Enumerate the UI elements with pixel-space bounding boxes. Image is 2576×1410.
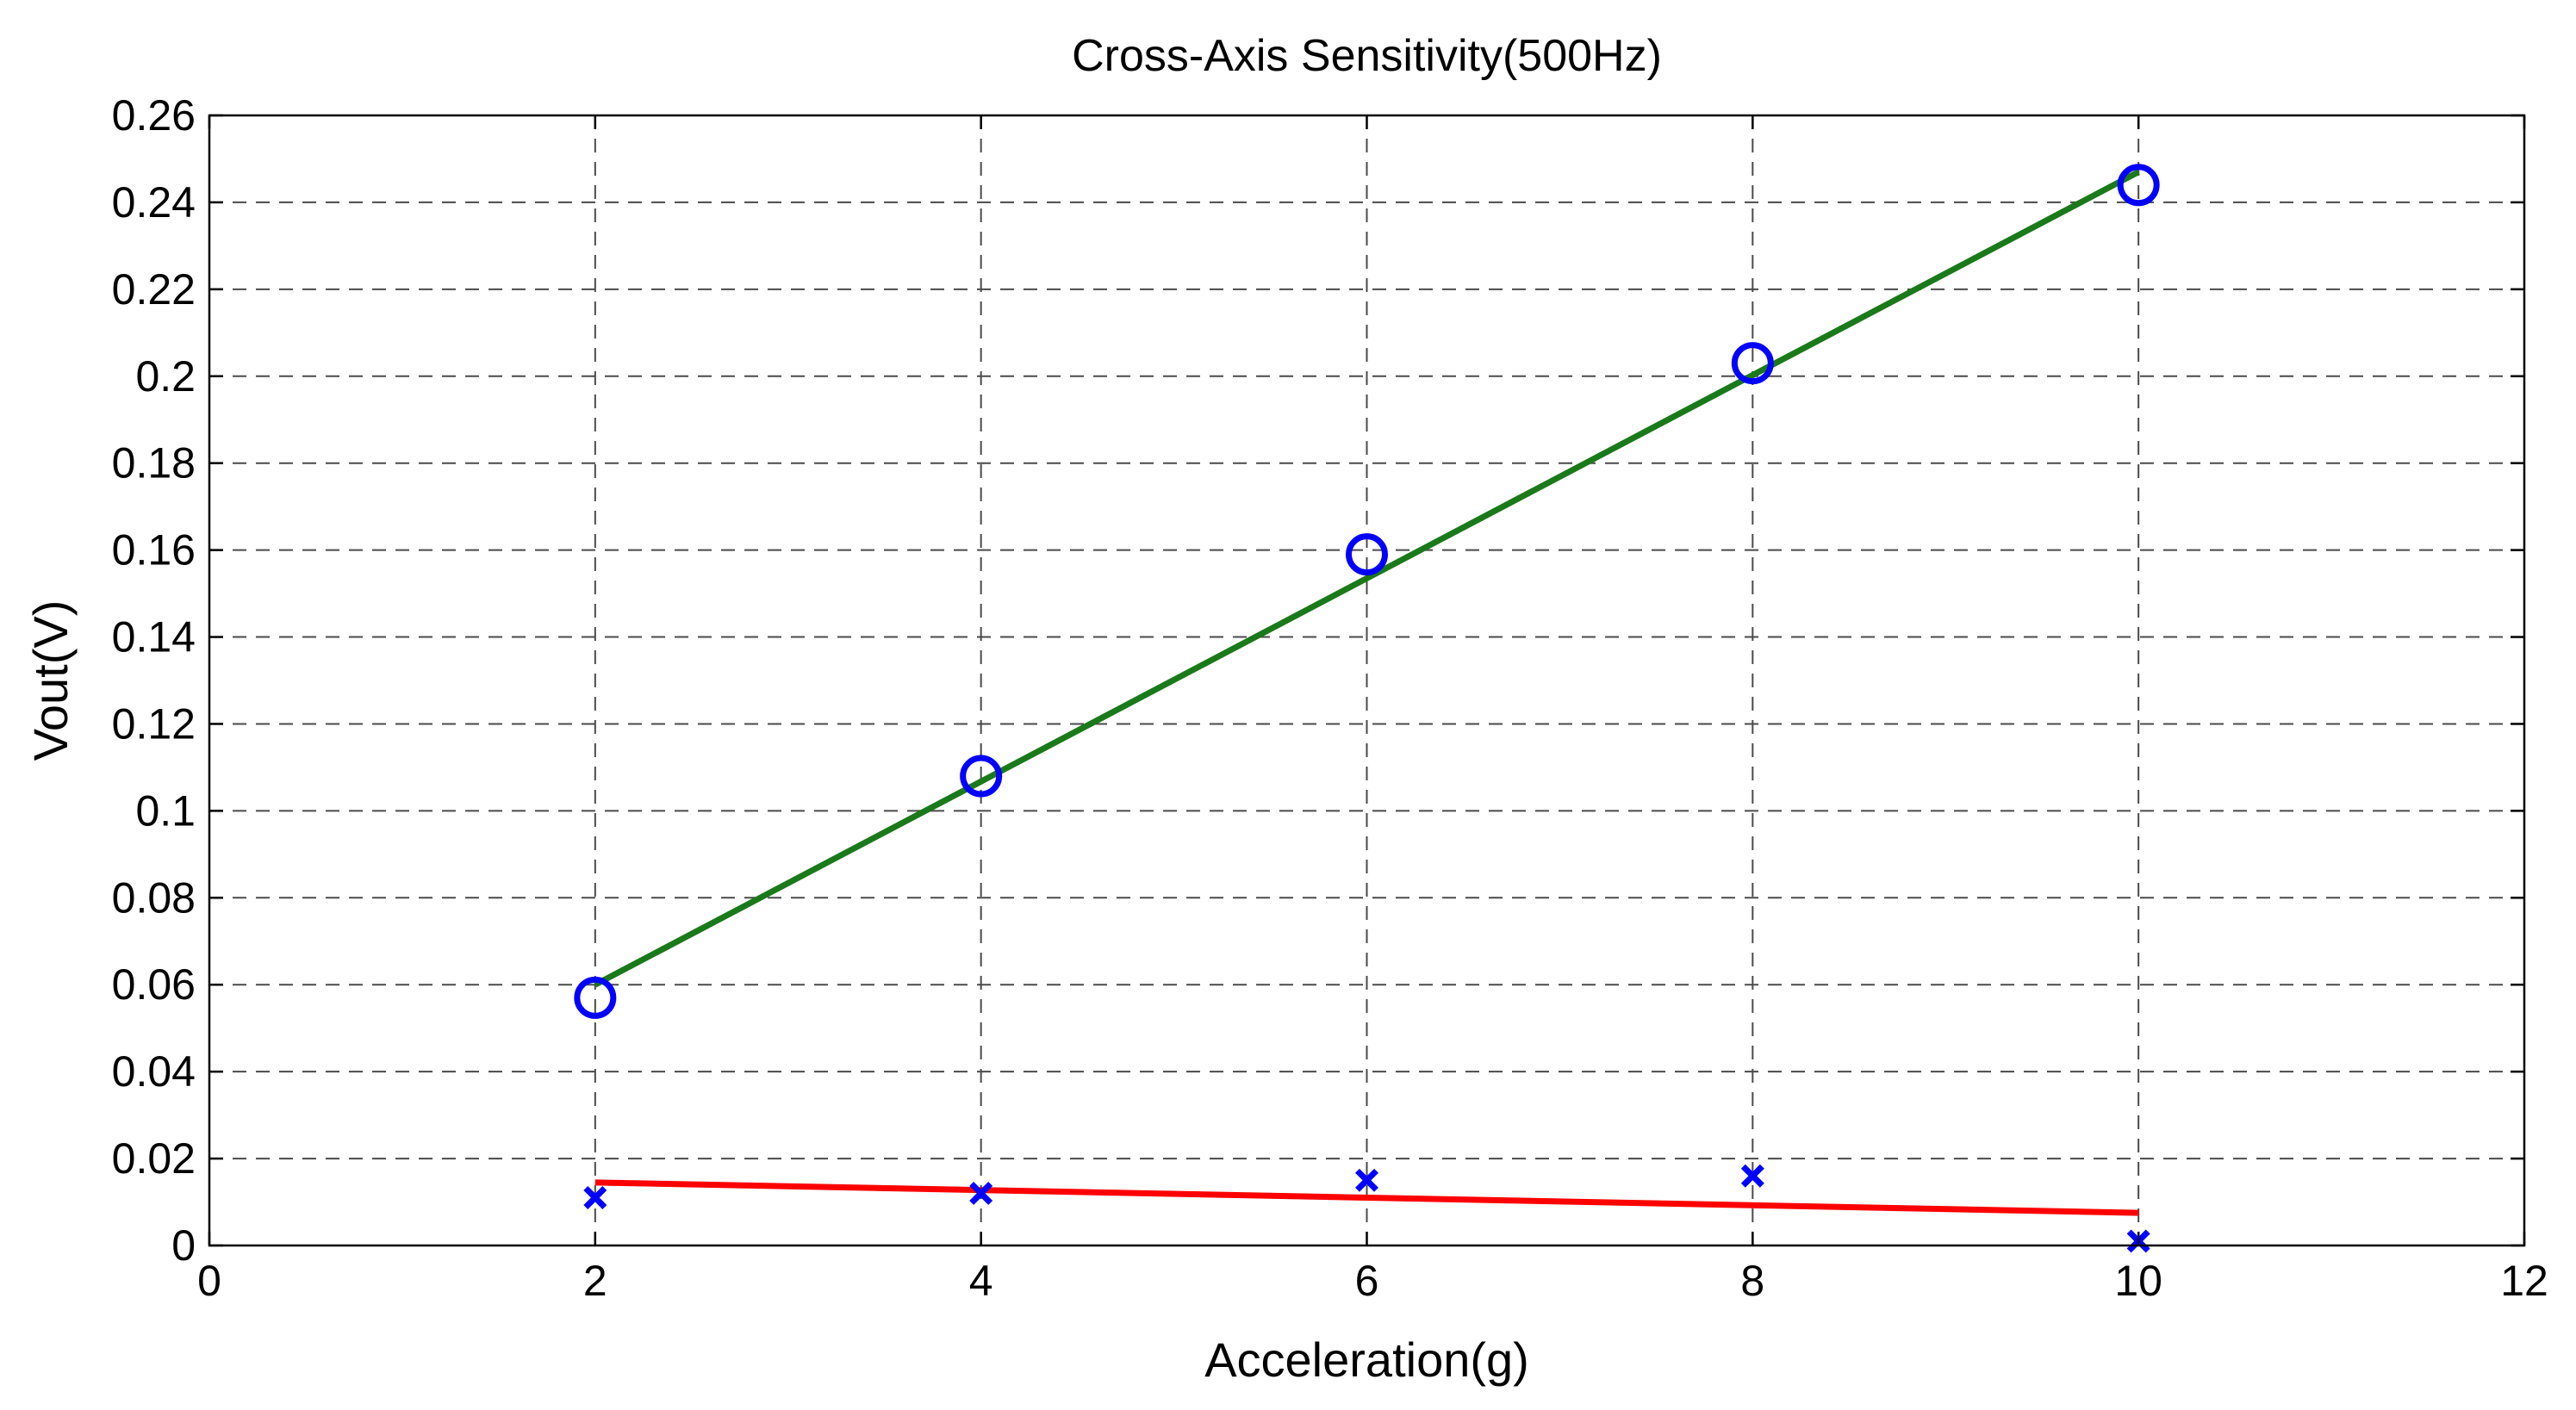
- main-axis-fit-line: [594, 169, 2140, 988]
- y-tick-label: 0.02: [112, 1134, 196, 1183]
- x-axis-label: Acceleration(g): [1204, 1332, 1529, 1387]
- cross-axis-measured-point: [583, 1186, 607, 1209]
- cross-axis-measured-point: [1355, 1168, 1378, 1192]
- chart-title: Cross-Axis Sensitivity(500Hz): [1072, 31, 1662, 81]
- x-marker-stroke: [1740, 1164, 1764, 1188]
- axis-ticks: 0 2 4 6 8 10 12 0 0.02 0.04 0.06 0.08 0.1 0.12 0.14 0.1…: [112, 91, 2548, 1305]
- main-axis-measured-point: [1346, 533, 1388, 576]
- x-marker-stroke: [969, 1181, 993, 1205]
- y-tick-label: 0.2: [135, 352, 196, 401]
- y-axis-label: Vout(V): [23, 600, 78, 761]
- x-tick-label: 4: [969, 1257, 993, 1305]
- cross-axis-measured-point: [1740, 1164, 1764, 1188]
- y-tick-label: 0.22: [112, 265, 196, 314]
- x-tick-label: 10: [2114, 1257, 2162, 1305]
- main-axis-measured-point: [574, 976, 617, 1019]
- y-tick-label: 0.12: [112, 699, 196, 748]
- y-tick-label: 0.16: [112, 526, 196, 575]
- x-tick-label: 8: [1740, 1257, 1764, 1305]
- plot-series: [574, 164, 2160, 1253]
- cross-axis-measured-point: [969, 1181, 993, 1205]
- x-tick-label: 2: [583, 1257, 607, 1305]
- x-tick-label: 0: [197, 1257, 221, 1305]
- main-axis-measured-point: [960, 755, 1003, 798]
- y-tick-label: 0.08: [112, 873, 196, 922]
- main-axis-measured-point: [1731, 342, 1774, 385]
- cross-axis-fit-line: [594, 1179, 2139, 1216]
- x-tick-label: 6: [1355, 1257, 1379, 1305]
- x-tick-label: 12: [2500, 1257, 2548, 1305]
- y-tick-label: 0.06: [112, 960, 196, 1009]
- y-tick-label: 0.18: [112, 439, 196, 488]
- y-tick-label: 0: [171, 1221, 196, 1270]
- y-tick-label: 0.24: [112, 178, 196, 227]
- main-axis-measured-point: [2117, 164, 2160, 207]
- x-marker-stroke: [1355, 1168, 1378, 1192]
- y-tick-label: 0.1: [135, 786, 196, 835]
- y-tick-label: 0.26: [112, 91, 196, 140]
- y-tick-label: 0.04: [112, 1047, 196, 1096]
- x-marker-stroke: [583, 1186, 607, 1209]
- y-tick-label: 0.14: [112, 613, 196, 662]
